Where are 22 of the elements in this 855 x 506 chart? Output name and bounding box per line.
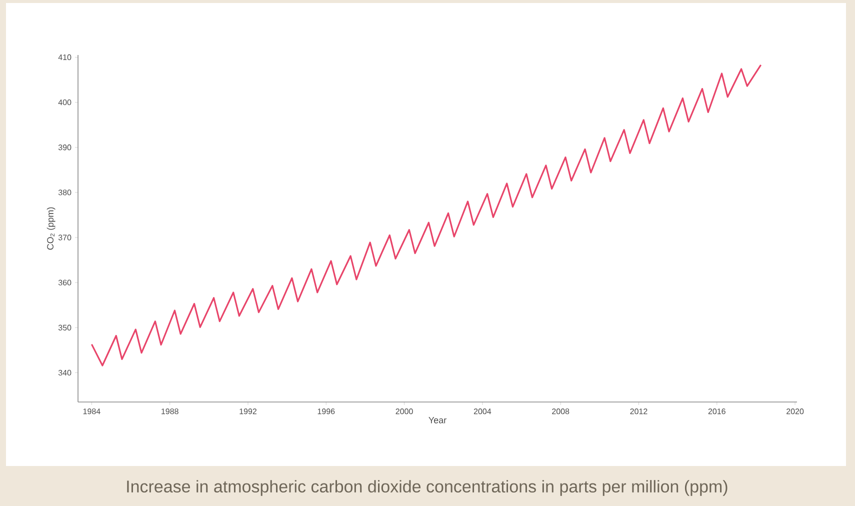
- y-tick-label: 350: [58, 324, 72, 330]
- x-tick-label: 2000: [396, 408, 413, 414]
- x-tick-label: 2020: [786, 408, 804, 414]
- y-tick-label: 360: [58, 280, 72, 286]
- x-tick-label: 1984: [83, 408, 100, 414]
- x-tick-label: 2004: [474, 408, 492, 414]
- y-tick-label: 400: [58, 99, 72, 106]
- x-axis-title: Year: [428, 417, 446, 424]
- x-tick-label: 1988: [162, 408, 178, 414]
- x-tick-label: 2012: [630, 408, 648, 414]
- y-axis-title: CO$_{2}$ (ppm): [46, 207, 56, 250]
- x-tick-label: 2016: [708, 408, 726, 414]
- y-tick-label: 410: [58, 54, 72, 60]
- y-tick-label: 390: [58, 144, 72, 150]
- x-tick-label: 1996: [318, 408, 335, 414]
- y-tick-label: 340: [58, 370, 72, 376]
- y-tick-label: 370: [58, 234, 72, 240]
- x-tick-label: 1992: [240, 408, 256, 414]
- x-tick-label: 2008: [552, 408, 570, 414]
- text: Increase in atmospheric carbon dioxide concentrations in parts per million (ppm): [127, 480, 728, 496]
- line-series: [90, 64, 762, 366]
- y-tick-label: 380: [58, 190, 72, 196]
